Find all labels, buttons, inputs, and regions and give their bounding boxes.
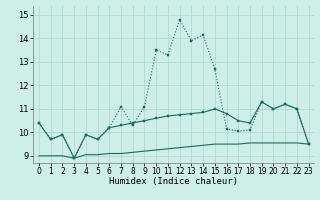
X-axis label: Humidex (Indice chaleur): Humidex (Indice chaleur)	[109, 177, 238, 186]
